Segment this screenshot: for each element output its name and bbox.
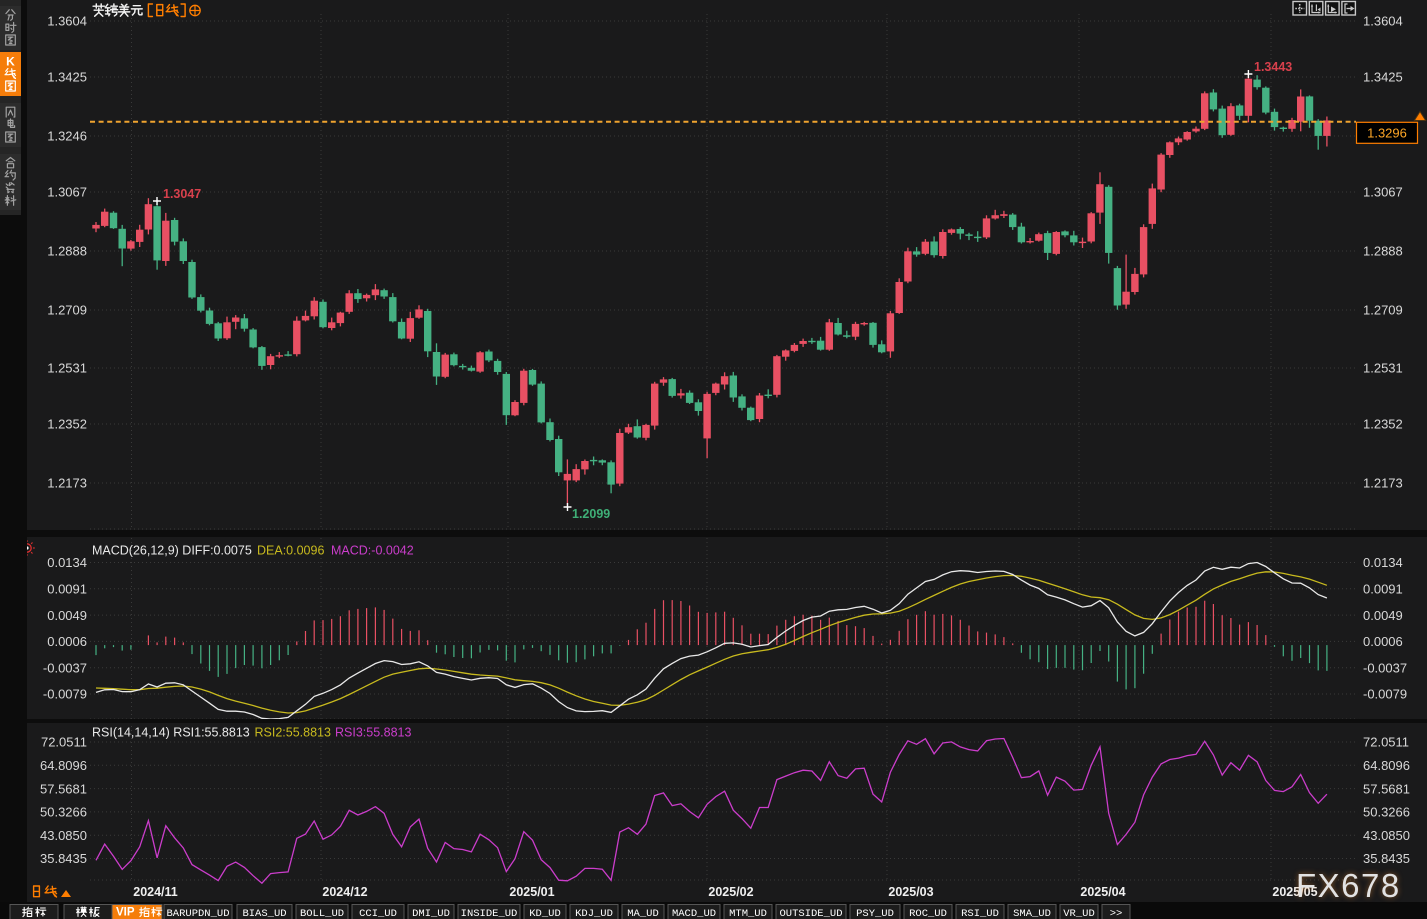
svg-text:1.3067: 1.3067	[1363, 185, 1403, 200]
svg-text:SMA_UD: SMA_UD	[1013, 908, 1051, 919]
svg-text:1.2888: 1.2888	[1363, 244, 1403, 259]
svg-text:2025/05: 2025/05	[1272, 885, 1317, 899]
svg-text:50.3266: 50.3266	[1363, 805, 1410, 820]
svg-text:RSI2:55.8813: RSI2:55.8813	[255, 726, 331, 740]
svg-text:MACD_UD: MACD_UD	[672, 908, 716, 919]
svg-text:1.2888: 1.2888	[47, 244, 87, 259]
svg-text:RSI3:55.8813: RSI3:55.8813	[335, 726, 411, 740]
svg-text:BIAS_UD: BIAS_UD	[242, 908, 286, 919]
svg-text:35.8435: 35.8435	[40, 851, 87, 866]
svg-text:2025/03: 2025/03	[888, 885, 933, 899]
svg-text:DEA:0.0096: DEA:0.0096	[257, 544, 324, 558]
svg-text:BOLL_UD: BOLL_UD	[300, 908, 344, 919]
svg-text:2025/01: 2025/01	[509, 885, 554, 899]
svg-text:OUTSIDE_UD: OUTSIDE_UD	[779, 908, 842, 919]
svg-text:1.2099: 1.2099	[572, 507, 610, 521]
svg-text:1.2173: 1.2173	[47, 476, 87, 491]
svg-text:0.0049: 0.0049	[1363, 608, 1403, 623]
svg-text:0.0091: 0.0091	[1363, 582, 1403, 597]
svg-text:INSIDE_UD: INSIDE_UD	[461, 908, 518, 919]
svg-text:BARUPDN_UD: BARUPDN_UD	[166, 908, 229, 919]
svg-text:0.0134: 0.0134	[47, 555, 87, 570]
svg-text:1.3296: 1.3296	[1367, 125, 1407, 140]
svg-text:1.3067: 1.3067	[47, 185, 87, 200]
svg-text:MACD:-0.0042: MACD:-0.0042	[331, 544, 414, 558]
svg-text:1.2352: 1.2352	[1363, 417, 1403, 432]
svg-text:1.3425: 1.3425	[1363, 70, 1403, 85]
svg-text:2024/11: 2024/11	[133, 885, 178, 899]
svg-text:MA_UD: MA_UD	[627, 908, 659, 919]
svg-text:MTM_UD: MTM_UD	[729, 908, 767, 919]
svg-text:-0.0037: -0.0037	[43, 660, 87, 675]
svg-text:72.0511: 72.0511	[1363, 735, 1409, 750]
svg-text:1.2709: 1.2709	[47, 303, 87, 318]
svg-text:K: K	[6, 54, 15, 68]
svg-text:1.3047: 1.3047	[163, 187, 201, 201]
svg-text:1.2531: 1.2531	[1363, 361, 1403, 376]
svg-text:KDJ_UD: KDJ_UD	[575, 908, 613, 919]
svg-text:1.3443: 1.3443	[1254, 60, 1292, 74]
svg-text:1.2352: 1.2352	[47, 417, 87, 432]
svg-text:PSY_UD: PSY_UD	[856, 908, 894, 919]
svg-text:43.0850: 43.0850	[1363, 828, 1410, 843]
svg-text:VIP: VIP	[116, 907, 135, 919]
svg-text:64.8096: 64.8096	[1363, 758, 1410, 773]
svg-text:>>: >>	[1110, 908, 1123, 919]
svg-text:KD_UD: KD_UD	[529, 908, 561, 919]
svg-text:2025/04: 2025/04	[1080, 885, 1125, 899]
svg-text:43.0850: 43.0850	[40, 828, 87, 843]
svg-text:1.2709: 1.2709	[1363, 303, 1403, 318]
svg-text:2025/02: 2025/02	[708, 885, 753, 899]
svg-text:57.5681: 57.5681	[40, 781, 87, 796]
svg-text:RSI_UD: RSI_UD	[961, 908, 999, 919]
svg-text:VR_UD: VR_UD	[1063, 908, 1095, 919]
svg-text:0.0049: 0.0049	[47, 608, 87, 623]
svg-text:1.2173: 1.2173	[1363, 476, 1403, 491]
svg-text:1.3246: 1.3246	[47, 129, 87, 144]
svg-text:72.0511: 72.0511	[41, 735, 87, 750]
svg-text:MACD(26,12,9) DIFF:0.0075: MACD(26,12,9) DIFF:0.0075	[92, 544, 252, 558]
svg-text:35.8435: 35.8435	[1363, 851, 1410, 866]
svg-text:57.5681: 57.5681	[1363, 781, 1410, 796]
svg-text:0.0091: 0.0091	[47, 582, 87, 597]
svg-text:1.3604: 1.3604	[1363, 14, 1403, 29]
svg-text:-0.0079: -0.0079	[43, 687, 87, 702]
svg-text:RSI(14,14,14) RSI1:55.8813: RSI(14,14,14) RSI1:55.8813	[92, 726, 250, 740]
svg-text:64.8096: 64.8096	[40, 758, 87, 773]
svg-text:CCI_UD: CCI_UD	[359, 908, 397, 919]
svg-text:1.2531: 1.2531	[47, 361, 87, 376]
svg-text:0.0006: 0.0006	[47, 634, 87, 649]
svg-text:-0.0079: -0.0079	[1363, 687, 1407, 702]
svg-text:-0.0037: -0.0037	[1363, 660, 1407, 675]
svg-text:2024/12: 2024/12	[322, 885, 367, 899]
svg-text:DMI_UD: DMI_UD	[412, 908, 450, 919]
svg-text:0.0006: 0.0006	[1363, 634, 1403, 649]
svg-text:0.0134: 0.0134	[1363, 555, 1403, 570]
svg-text:1.3604: 1.3604	[47, 14, 87, 29]
svg-text:50.3266: 50.3266	[40, 805, 87, 820]
svg-text:1.3425: 1.3425	[47, 70, 87, 85]
svg-text:ROC_UD: ROC_UD	[909, 908, 947, 919]
